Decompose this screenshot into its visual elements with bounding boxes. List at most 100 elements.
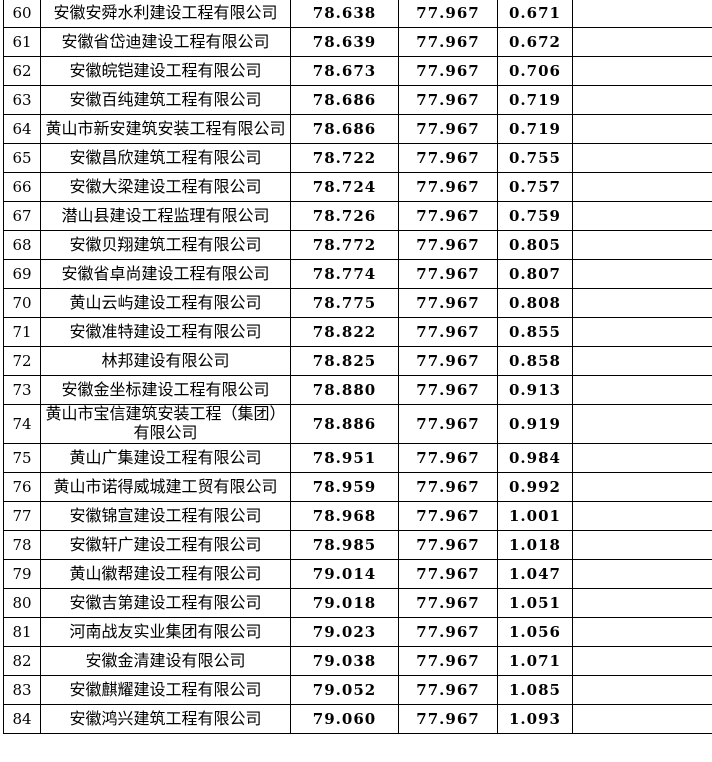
deviation-cell[interactable]: 1.085: [497, 675, 573, 705]
blank-cell[interactable]: [572, 404, 712, 444]
deviation-cell[interactable]: 1.051: [497, 588, 573, 618]
deviation-cell[interactable]: 0.808: [497, 288, 573, 318]
score-cell[interactable]: 79.014: [290, 559, 399, 589]
blank-cell[interactable]: [572, 259, 712, 289]
benchmark-cell[interactable]: 77.967: [398, 404, 498, 444]
deviation-cell[interactable]: 0.984: [497, 443, 573, 473]
blank-cell[interactable]: [572, 114, 712, 144]
deviation-cell[interactable]: 0.671: [497, 0, 573, 28]
blank-cell[interactable]: [572, 288, 712, 318]
rank-cell[interactable]: 68: [3, 230, 41, 260]
blank-cell[interactable]: [572, 675, 712, 705]
score-cell[interactable]: 78.772: [290, 230, 399, 260]
company-cell[interactable]: 安徽金清建设有限公司: [40, 646, 291, 676]
blank-cell[interactable]: [572, 346, 712, 376]
deviation-cell[interactable]: 1.056: [497, 617, 573, 647]
deviation-cell[interactable]: 0.919: [497, 404, 573, 444]
blank-cell[interactable]: [572, 317, 712, 347]
score-cell[interactable]: 78.639: [290, 27, 399, 57]
score-cell[interactable]: 78.726: [290, 201, 399, 231]
benchmark-cell[interactable]: 77.967: [398, 501, 498, 531]
rank-cell[interactable]: 69: [3, 259, 41, 289]
score-cell[interactable]: 78.822: [290, 317, 399, 347]
benchmark-cell[interactable]: 77.967: [398, 530, 498, 560]
company-cell[interactable]: 安徽贝翔建筑工程有限公司: [40, 230, 291, 260]
company-cell[interactable]: 安徽安舜水利建设工程有限公司: [40, 0, 291, 28]
deviation-cell[interactable]: 0.672: [497, 27, 573, 57]
rank-cell[interactable]: 66: [3, 172, 41, 202]
deviation-cell[interactable]: 0.759: [497, 201, 573, 231]
company-cell[interactable]: 安徽皖铠建设工程有限公司: [40, 56, 291, 86]
rank-cell[interactable]: 84: [3, 704, 41, 734]
benchmark-cell[interactable]: 77.967: [398, 143, 498, 173]
blank-cell[interactable]: [572, 617, 712, 647]
deviation-cell[interactable]: 1.093: [497, 704, 573, 734]
benchmark-cell[interactable]: 77.967: [398, 201, 498, 231]
rank-cell[interactable]: 67: [3, 201, 41, 231]
company-cell[interactable]: 安徽吉第建设工程有限公司: [40, 588, 291, 618]
benchmark-cell[interactable]: 77.967: [398, 259, 498, 289]
company-cell[interactable]: 安徽锦宣建设工程有限公司: [40, 501, 291, 531]
blank-cell[interactable]: [572, 501, 712, 531]
benchmark-cell[interactable]: 77.967: [398, 443, 498, 473]
score-cell[interactable]: 78.686: [290, 114, 399, 144]
rank-cell[interactable]: 73: [3, 375, 41, 405]
company-cell[interactable]: 安徽鸿兴建筑工程有限公司: [40, 704, 291, 734]
deviation-cell[interactable]: 1.047: [497, 559, 573, 589]
blank-cell[interactable]: [572, 172, 712, 202]
blank-cell[interactable]: [572, 143, 712, 173]
company-cell[interactable]: 安徽麒耀建设工程有限公司: [40, 675, 291, 705]
deviation-cell[interactable]: 1.071: [497, 646, 573, 676]
deviation-cell[interactable]: 0.755: [497, 143, 573, 173]
rank-cell[interactable]: 63: [3, 85, 41, 115]
score-cell[interactable]: 79.060: [290, 704, 399, 734]
blank-cell[interactable]: [572, 704, 712, 734]
rank-cell[interactable]: 83: [3, 675, 41, 705]
rank-cell[interactable]: 71: [3, 317, 41, 347]
company-cell[interactable]: 黄山徽帮建设工程有限公司: [40, 559, 291, 589]
company-cell[interactable]: 安徽金坐标建设工程有限公司: [40, 375, 291, 405]
company-cell[interactable]: 黄山市诺得威城建工贸有限公司: [40, 472, 291, 502]
blank-cell[interactable]: [572, 588, 712, 618]
rank-cell[interactable]: 77: [3, 501, 41, 531]
blank-cell[interactable]: [572, 559, 712, 589]
score-cell[interactable]: 79.038: [290, 646, 399, 676]
deviation-cell[interactable]: 1.001: [497, 501, 573, 531]
deviation-cell[interactable]: 0.805: [497, 230, 573, 260]
benchmark-cell[interactable]: 77.967: [398, 0, 498, 28]
benchmark-cell[interactable]: 77.967: [398, 704, 498, 734]
rank-cell[interactable]: 64: [3, 114, 41, 144]
deviation-cell[interactable]: 0.858: [497, 346, 573, 376]
blank-cell[interactable]: [572, 646, 712, 676]
company-cell[interactable]: 黄山云屿建设工程有限公司: [40, 288, 291, 318]
blank-cell[interactable]: [572, 530, 712, 560]
company-cell[interactable]: 黄山市宝信建筑安装工程（集团）有限公司: [40, 404, 291, 444]
score-cell[interactable]: 79.018: [290, 588, 399, 618]
score-cell[interactable]: 78.880: [290, 375, 399, 405]
rank-cell[interactable]: 75: [3, 443, 41, 473]
benchmark-cell[interactable]: 77.967: [398, 85, 498, 115]
benchmark-cell[interactable]: 77.967: [398, 56, 498, 86]
deviation-cell[interactable]: 1.018: [497, 530, 573, 560]
score-cell[interactable]: 78.686: [290, 85, 399, 115]
rank-cell[interactable]: 78: [3, 530, 41, 560]
score-cell[interactable]: 78.968: [290, 501, 399, 531]
benchmark-cell[interactable]: 77.967: [398, 114, 498, 144]
score-cell[interactable]: 78.985: [290, 530, 399, 560]
deviation-cell[interactable]: 0.807: [497, 259, 573, 289]
company-cell[interactable]: 安徽大梁建设工程有限公司: [40, 172, 291, 202]
company-cell[interactable]: 黄山市新安建筑安装工程有限公司: [40, 114, 291, 144]
benchmark-cell[interactable]: 77.967: [398, 675, 498, 705]
blank-cell[interactable]: [572, 27, 712, 57]
deviation-cell[interactable]: 0.913: [497, 375, 573, 405]
benchmark-cell[interactable]: 77.967: [398, 346, 498, 376]
company-cell[interactable]: 安徽昌欣建筑工程有限公司: [40, 143, 291, 173]
benchmark-cell[interactable]: 77.967: [398, 588, 498, 618]
benchmark-cell[interactable]: 77.967: [398, 288, 498, 318]
benchmark-cell[interactable]: 77.967: [398, 230, 498, 260]
company-cell[interactable]: 安徽轩广建设工程有限公司: [40, 530, 291, 560]
company-cell[interactable]: 安徽百纯建筑工程有限公司: [40, 85, 291, 115]
company-cell[interactable]: 安徽省卓尚建设工程有限公司: [40, 259, 291, 289]
blank-cell[interactable]: [572, 443, 712, 473]
score-cell[interactable]: 78.722: [290, 143, 399, 173]
